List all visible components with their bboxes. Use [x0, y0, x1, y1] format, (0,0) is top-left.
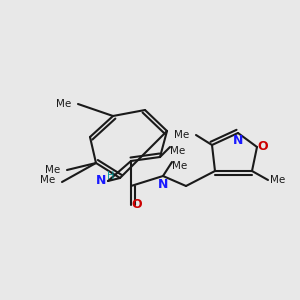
Text: O: O — [132, 199, 142, 212]
Text: Me: Me — [172, 161, 188, 171]
Text: Me: Me — [56, 99, 72, 109]
Text: Me: Me — [170, 146, 186, 156]
Text: Me: Me — [45, 165, 61, 175]
Text: Me: Me — [40, 175, 56, 185]
Text: N: N — [96, 175, 106, 188]
Text: H: H — [107, 171, 115, 181]
Text: N: N — [233, 134, 243, 148]
Text: O: O — [258, 140, 268, 154]
Text: Me: Me — [270, 175, 286, 185]
Text: Me: Me — [174, 130, 190, 140]
Text: N: N — [158, 178, 168, 190]
